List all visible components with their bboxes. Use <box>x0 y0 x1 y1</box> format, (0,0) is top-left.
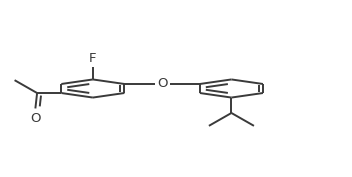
Text: O: O <box>157 77 168 90</box>
Text: O: O <box>30 112 40 125</box>
Text: F: F <box>89 52 96 65</box>
